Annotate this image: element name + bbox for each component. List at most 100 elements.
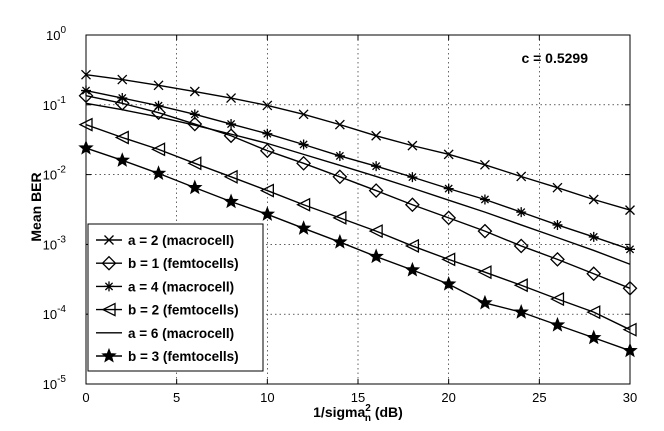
legend-label: a = 2 (macrocell) (128, 233, 234, 248)
data-point (552, 219, 563, 230)
data-point (114, 152, 130, 167)
data-point (516, 207, 527, 218)
x-tick-label: 0 (82, 390, 89, 405)
data-point (586, 329, 602, 345)
data-point (371, 130, 382, 141)
y-tick-label: 10-4 (43, 304, 67, 322)
data-point (440, 275, 457, 291)
series-line (85, 89, 631, 250)
y-tick-label: 10-2 (43, 165, 67, 183)
legend-box (87, 223, 264, 372)
data-point (295, 220, 312, 235)
x-tick-label: 5 (173, 390, 180, 405)
data-point (223, 193, 239, 209)
data-point (332, 233, 348, 249)
x-tick-label: 20 (441, 390, 455, 405)
series-line (85, 147, 631, 352)
data-point (441, 252, 456, 267)
series-line (85, 73, 631, 211)
data-point (153, 80, 164, 91)
data-point (226, 119, 237, 130)
data-point (368, 183, 384, 199)
data-point (332, 210, 347, 225)
legend-marker (104, 235, 114, 245)
x-axis-label: 1/sigma2 n (dB) (313, 403, 403, 424)
data-point (187, 179, 203, 195)
series-line (85, 95, 631, 289)
axis-ticks: 0 5 10 15 20 25 30 100 10-1 10-2 10-3 10-4 10-5 (43, 25, 638, 405)
y-tick-label: 10-5 (43, 374, 67, 392)
legend-label: b = 1 (femtocells) (128, 256, 239, 271)
data-point (513, 304, 529, 319)
data-point (479, 159, 490, 170)
legend-marker (104, 281, 114, 292)
data-point (550, 291, 565, 307)
data-point (189, 86, 200, 97)
series-5 (85, 102, 631, 265)
data-point (334, 150, 345, 161)
legend-label: a = 4 (macrocell) (128, 279, 234, 294)
data-point (586, 266, 602, 282)
y-tick-label: 10-1 (43, 95, 67, 113)
data-point (441, 210, 457, 226)
data-point (443, 149, 454, 160)
annotation-c-value: c = 0.5299 (521, 50, 588, 66)
legend-label: b = 3 (femtocells) (128, 349, 239, 364)
data-point (259, 143, 275, 159)
x-axis-label-unit: (dB) (371, 404, 403, 420)
legend-label: a = 6 (macrocell) (128, 326, 234, 341)
data-point (151, 105, 166, 121)
data-point (513, 238, 529, 254)
data-point (404, 238, 420, 254)
data-point (407, 172, 418, 183)
series-1 (81, 69, 635, 216)
data-point (223, 169, 238, 184)
data-point (114, 130, 129, 145)
x-tick-label: 15 (351, 390, 365, 405)
data-point (552, 182, 563, 193)
data-point (117, 93, 128, 104)
data-point (296, 197, 311, 212)
data-point (477, 294, 493, 310)
series-line (85, 102, 631, 265)
data-point (588, 231, 599, 242)
data-point (153, 100, 164, 111)
x-tick-label: 25 (532, 390, 546, 405)
series-line (85, 123, 631, 331)
data-point (262, 100, 273, 111)
legend-marker (101, 302, 116, 317)
x-axis-label-sub: n (365, 413, 371, 424)
x-tick-label: 10 (260, 390, 274, 405)
data-point (404, 261, 421, 277)
data-point (189, 109, 200, 120)
data-point (549, 316, 566, 332)
data-point (151, 142, 166, 157)
data-point (117, 74, 128, 85)
data-point (550, 251, 565, 267)
data-point (334, 119, 345, 130)
data-point (368, 224, 383, 239)
data-point (513, 278, 528, 293)
legend-marker (101, 255, 117, 271)
data-point (259, 183, 274, 198)
data-point (296, 155, 312, 171)
y-tick-label: 10-3 (43, 234, 67, 252)
series-4 (78, 117, 637, 337)
data-point (187, 156, 202, 171)
data-point (259, 206, 276, 221)
data-point (443, 183, 454, 194)
data-point (588, 194, 599, 205)
data-point (477, 223, 493, 239)
data-point (586, 305, 601, 320)
data-point (371, 161, 382, 172)
legend-label: b = 2 (femtocells) (128, 303, 239, 318)
x-axis-label-main: 1/sigma (313, 404, 365, 420)
data-point (298, 109, 309, 120)
data-point (226, 93, 237, 103)
data-point (404, 197, 420, 213)
y-tick-label: 100 (46, 25, 66, 43)
data-point (407, 140, 418, 151)
data-point (479, 194, 490, 205)
data-point (187, 116, 203, 132)
